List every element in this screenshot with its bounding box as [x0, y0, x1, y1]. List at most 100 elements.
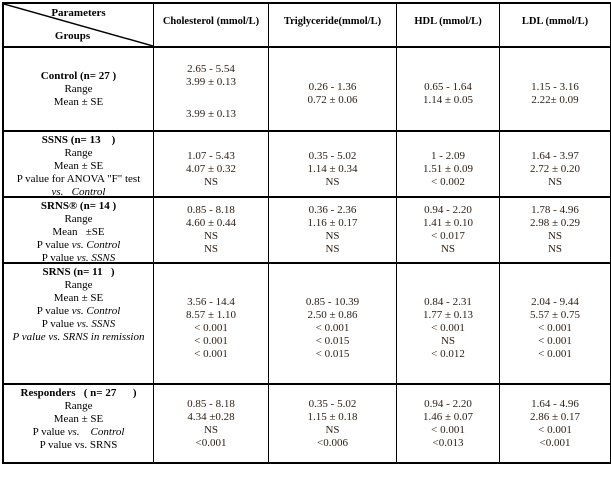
value-line: 0.94 - 2.20 [424, 397, 472, 410]
value-line: NS [547, 175, 563, 188]
value-line: 1.41 ± 0.10 [422, 217, 474, 229]
value-line: 0.36 - 2.36 [308, 204, 357, 216]
group-label-line: Range [64, 213, 93, 225]
value-line: NS [440, 335, 456, 347]
value-line: < 0.012 [431, 348, 465, 360]
column-header-cholesterol: Cholesterol (mmol/L) [153, 4, 268, 46]
value-line: 0.85 - 8.18 [187, 204, 235, 216]
value-line: < 0.001 [315, 322, 350, 334]
value-cell: 0.85 - 8.18 4.60 ± 0.44 NS NS [153, 196, 268, 262]
value-line: 1.64 - 3.97 [531, 149, 579, 162]
group-label-line: Mean ± SE [53, 292, 104, 304]
group-label-cell-srns-in-remission: SRNS® (n= 14 ) Range Mean ±SE P value vs. C… [4, 196, 153, 262]
column-header-triglyceride: Triglyceride(mmol/L) [268, 4, 396, 46]
value-line: 0.65 - 1.64 [424, 81, 472, 93]
value-line: 2.98 ± 0.29 [529, 217, 581, 229]
value-cell: 0.94 - 2.20 1.41 ± 0.10 < 0.017 NS [396, 196, 499, 262]
value-line: NS [203, 243, 219, 255]
group-label-line: Control (n= 27 ) [40, 69, 117, 82]
value-line: 8.57 ± 1.10 [185, 309, 237, 321]
group-label-line: Mean ± SE [53, 413, 104, 425]
footnotes: SSNS= steroid sensitive nephrotic syndro… [3, 468, 608, 493]
group-label-line: Mean ±SE [52, 226, 105, 238]
group-label-line: P value vs. Control [36, 239, 121, 251]
value-line: 1.64 - 4.96 [531, 397, 579, 410]
group-label-line: Responders ( n= 27 ) [20, 387, 137, 399]
value-line: 1.16 ± 0.17 [307, 217, 358, 229]
group-label-cell-responders: Responders ( n= 27 ) Range Mean ± SE P valu… [4, 383, 153, 462]
value-cell: 2.04 - 9.44 5.57 ± 0.75 < 0.001 < 0.001 < 0.… [499, 262, 610, 383]
value-line: <0.001 [195, 436, 227, 449]
value-line: NS [325, 243, 340, 255]
group-label-line: P value vs. SRNS [39, 439, 118, 451]
group-label-line: Range [64, 400, 93, 412]
group-label-cell-ssns: SSNS (n= 13 ) Range Mean ± SE P value for A… [4, 130, 153, 196]
value-line: 1.14 ± 0.05 [422, 94, 474, 106]
value-line: 0.84 - 2.31 [424, 296, 472, 308]
value-line: 5.57 ± 0.75 [529, 309, 581, 321]
group-label-line: P value vs. SSNS [41, 318, 116, 330]
value-cell: 2.65 - 5.54 3.99 ± 0.13 3.99 ± 0.13 [153, 46, 268, 130]
value-line: 3.99 ± 0.13 [185, 76, 237, 88]
column-header-hdl: HDL (mmol/L) [396, 4, 499, 46]
value-line: < 0.001 [538, 348, 572, 360]
corner-label-parameters: Parameters [51, 7, 106, 19]
value-line: 1.07 - 5.43 [187, 149, 235, 162]
group-label-cell-control: Control (n= 27 ) Range Mean ± SE [4, 46, 153, 130]
value-cell: 1.78 - 4.96 2.98 ± 0.29 NS NS [499, 196, 610, 262]
value-cell: 0.36 - 2.36 1.16 ± 0.17 NS NS [268, 196, 396, 262]
group-label-line: Range [64, 82, 93, 95]
value-line: <0.013 [432, 436, 464, 449]
value-line: 4.34 ±0.28 [187, 410, 235, 423]
value-cell: 0.26 - 1.36 0.72 ± 0.06 [268, 46, 396, 130]
value-cell: 0.84 - 2.31 1.77 ± 0.13 < 0.001 NS < 0.012 [396, 262, 499, 383]
value-line: < 0.001 [538, 335, 572, 347]
value-line: NS [547, 230, 563, 242]
value-line: NS [325, 175, 340, 188]
value-line: < 0.001 [194, 335, 228, 347]
value-line: 2.22± 0.09 [531, 94, 579, 106]
corner-label-groups: Groups [54, 30, 91, 42]
value-line: < 0.001 [194, 348, 228, 360]
value-line: NS [547, 243, 563, 255]
value-line: 0.85 - 8.18 [187, 397, 235, 410]
group-label-line: SRNS® (n= 14 ) [40, 200, 117, 212]
value-cell: 3.56 - 14.4 8.57 ± 1.10 < 0.001 < 0.001 < 0.… [153, 262, 268, 383]
value-line: 1.15 ± 0.18 [307, 410, 358, 423]
value-line: < 0.015 [315, 335, 350, 347]
value-line: 4.60 ± 0.44 [185, 217, 237, 229]
group-label-line: Mean ± SE [53, 160, 104, 172]
value-line: < 0.002 [431, 175, 465, 188]
value-line: 1.14 ± 0.34 [307, 162, 358, 175]
value-line: NS [325, 423, 340, 436]
value-cell: 0.94 - 2.20 1.46 ± 0.07 < 0.001 <0.013 [396, 383, 499, 462]
value-line: 0.35 - 5.02 [308, 397, 357, 410]
value-line: NS [203, 175, 219, 188]
group-label-line: Mean ± SE [53, 95, 104, 108]
value-line: NS [440, 243, 456, 255]
value-line-footer: 3.99 ± 0.13 [185, 108, 237, 120]
value-line: 2.72 ± 0.20 [529, 162, 581, 175]
value-line: 1.51 ± 0.09 [422, 162, 474, 175]
value-line: < 0.017 [431, 230, 465, 242]
group-label-line: P value vs. SSNS [41, 252, 116, 262]
value-cell: 1.64 - 4.96 2.86 ± 0.17 < 0.001 <0.001 [499, 383, 610, 462]
value-cell: 0.85 - 8.18 4.34 ±0.28 NS <0.001 [153, 383, 268, 462]
value-cell: 1.15 - 3.16 2.22± 0.09 [499, 46, 610, 130]
value-line: 3.56 - 14.4 [187, 296, 235, 308]
value-line: 0.26 - 1.36 [308, 81, 357, 93]
group-label-line: Range [64, 147, 93, 159]
value-line: 1.78 - 4.96 [531, 204, 579, 216]
value-line: 2.86 ± 0.17 [529, 410, 581, 423]
group-label-line: vs. Control [51, 186, 106, 196]
value-line: 2.50 ± 0.86 [307, 309, 358, 321]
group-label-line: P value vs. Control [32, 426, 125, 438]
value-line: 0.72 ± 0.06 [307, 94, 358, 106]
value-line: 0.35 - 5.02 [308, 149, 357, 162]
value-cell: 0.85 - 10.39 2.50 ± 0.86 < 0.001 < 0.015 < 0… [268, 262, 396, 383]
value-line: NS [203, 423, 219, 436]
value-line: 1.15 - 3.16 [531, 81, 579, 93]
group-label-line: P value for ANOVA "F" test [16, 173, 141, 185]
group-label-line: SSNS (n= 13 ) [41, 134, 116, 146]
